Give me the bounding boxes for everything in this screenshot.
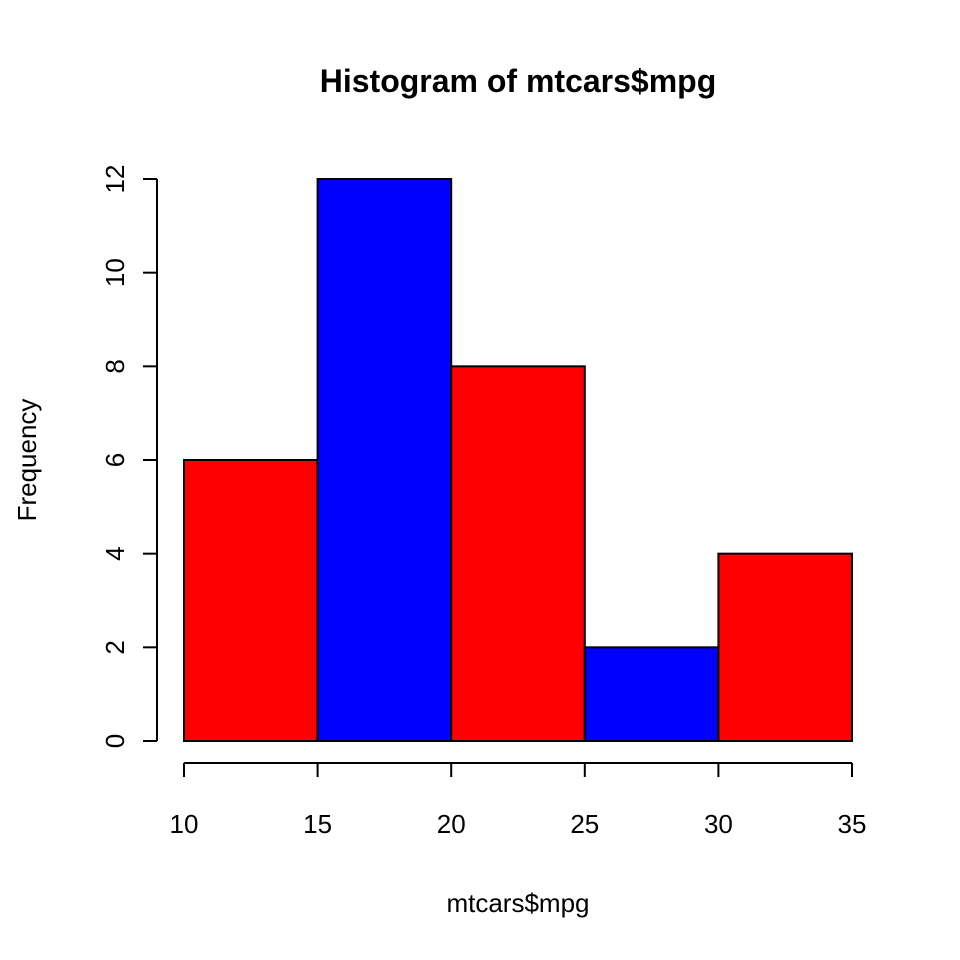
bar-15-20 [316,178,453,742]
chart-title: Histogram of mtcars$mpg [320,63,717,99]
y-axis: 0 2 4 6 8 10 12 [100,165,158,748]
x-tick-label-10: 10 [170,809,199,839]
y-tick-label-12: 12 [100,165,130,194]
x-tick-label-25: 25 [570,809,599,839]
x-tick-label-30: 30 [704,809,733,839]
bar-20-25 [450,365,586,742]
bar-30-35 [717,552,854,743]
y-tick-label-2: 2 [100,640,130,654]
bar-10-15 [183,459,319,742]
bars-group [183,178,854,743]
y-tick-label-4: 4 [100,546,130,560]
bar-25-30 [583,646,720,742]
x-axis-label: mtcars$mpg [446,888,589,918]
x-tick-label-15: 15 [303,809,332,839]
x-tick-label-35: 35 [838,809,867,839]
y-tick-label-10: 10 [100,258,130,287]
x-tick-label-20: 20 [437,809,466,839]
y-tick-label-0: 0 [100,734,130,748]
y-tick-label-6: 6 [100,453,130,467]
y-tick-label-8: 8 [100,359,130,373]
x-axis: 10 15 20 25 30 35 [170,762,867,839]
y-axis-label: Frequency [12,399,42,522]
